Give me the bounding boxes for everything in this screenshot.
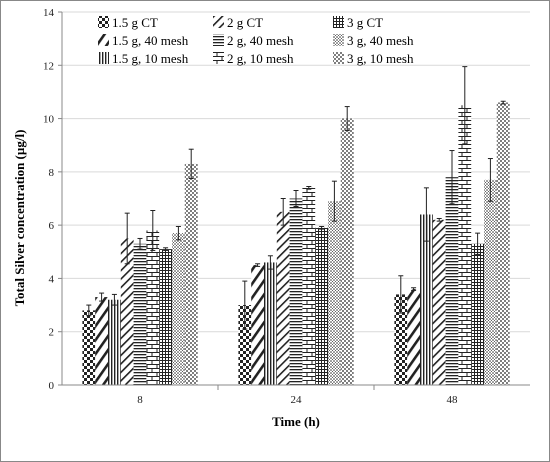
bar xyxy=(82,310,96,385)
x-tick-label: 24 xyxy=(291,394,303,406)
bar xyxy=(159,249,172,385)
bar xyxy=(264,262,277,385)
y-tick-label: 2 xyxy=(49,327,55,339)
legend-swatch xyxy=(213,16,224,28)
legend-label: 3 g, 40 mesh xyxy=(347,33,414,48)
legend-label: 1.5 g, 10 mesh xyxy=(112,51,189,66)
legend-swatch xyxy=(98,34,109,46)
legend-label: 1.5 g, 40 mesh xyxy=(112,33,189,48)
bar xyxy=(172,233,185,385)
legend-label: 2 g, 10 mesh xyxy=(227,51,294,66)
bar xyxy=(289,198,303,385)
legend-label: 2 g CT xyxy=(227,15,263,30)
bar xyxy=(251,265,264,385)
legend-label: 2 g, 40 mesh xyxy=(227,33,294,48)
bar xyxy=(302,187,316,385)
y-tick-label: 14 xyxy=(43,7,55,19)
x-tick-label: 48 xyxy=(447,394,459,406)
bar xyxy=(484,179,497,385)
bar xyxy=(394,294,408,385)
legend-swatch xyxy=(333,16,344,28)
bar xyxy=(108,299,121,385)
bar xyxy=(458,105,472,385)
y-tick-label: 12 xyxy=(43,60,54,72)
legend-swatch xyxy=(213,34,224,46)
legend-swatch xyxy=(98,16,109,28)
bar xyxy=(496,102,510,385)
y-axis-title: Total Silver concentration (µg/l) xyxy=(12,130,27,307)
x-axis-title: Time (h) xyxy=(272,414,320,429)
x-tick-label: 8 xyxy=(137,394,143,406)
bar xyxy=(445,177,459,385)
bar xyxy=(471,243,484,385)
legend-label: 1.5 g CT xyxy=(112,15,158,30)
bar xyxy=(407,289,420,385)
legend-label: 3 g CT xyxy=(347,15,383,30)
y-tick-label: 10 xyxy=(43,114,55,126)
bar xyxy=(328,201,341,385)
bar xyxy=(315,227,328,385)
bar xyxy=(95,297,108,385)
y-tick-label: 0 xyxy=(49,380,55,392)
y-tick-label: 6 xyxy=(49,220,55,232)
legend-swatch xyxy=(213,52,224,64)
legend-swatch xyxy=(98,52,109,64)
axes xyxy=(58,11,530,390)
y-tick-label: 4 xyxy=(49,273,55,285)
bars xyxy=(82,102,510,386)
bar xyxy=(238,305,252,385)
legend: 1.5 g CT 2 g CT 3 g CT 1.5 g, 40 mesh 2 g, 4… xyxy=(98,15,414,66)
bar xyxy=(420,214,433,385)
bar xyxy=(276,211,290,385)
legend-swatch xyxy=(333,34,344,46)
bar xyxy=(120,238,134,385)
bar xyxy=(340,118,354,386)
bar xyxy=(432,219,446,385)
error-bars xyxy=(86,66,506,330)
bar xyxy=(146,230,160,385)
legend-label: 3 g, 10 mesh xyxy=(347,51,414,66)
legend-swatch xyxy=(333,52,344,64)
bar xyxy=(133,243,147,385)
bar xyxy=(184,163,198,385)
y-tick-label: 8 xyxy=(49,167,55,179)
